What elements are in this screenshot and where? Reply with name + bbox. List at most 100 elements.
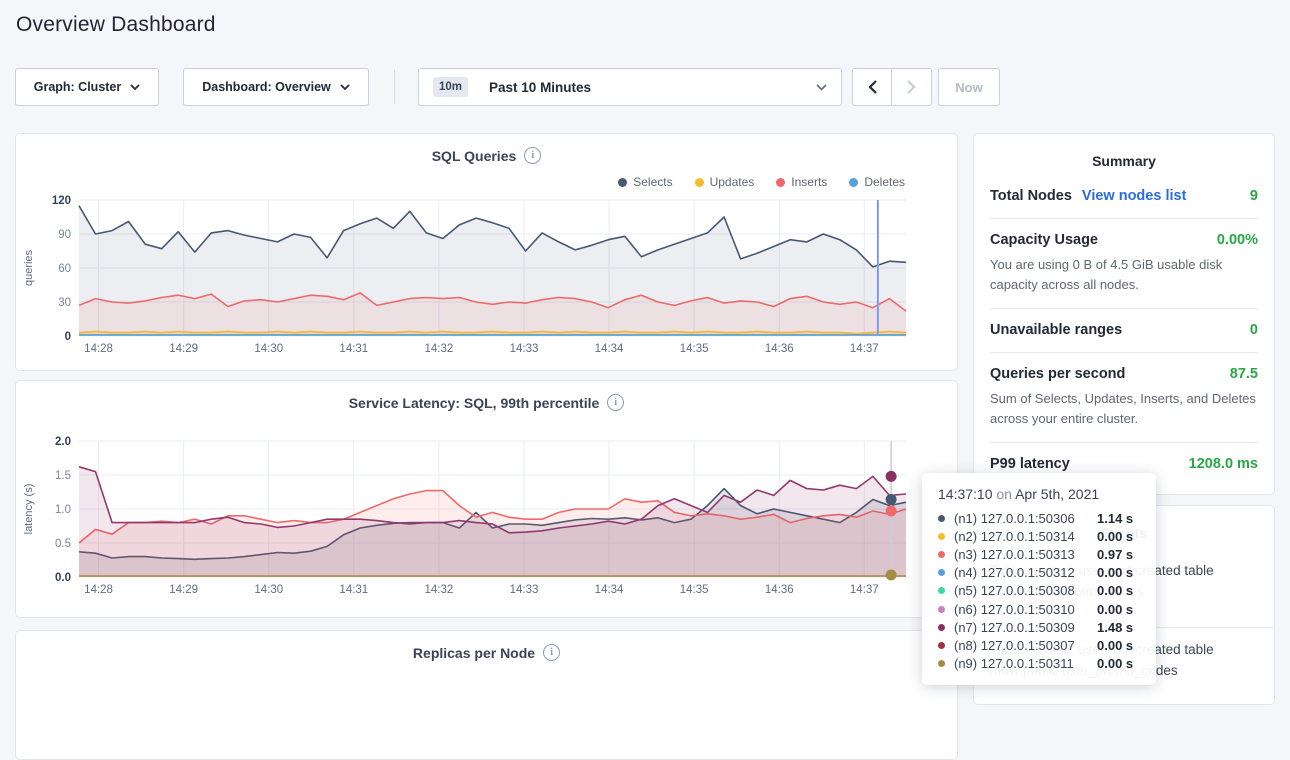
info-icon[interactable]: i: [607, 394, 624, 411]
tooltip-date: Apr 5th, 2021: [1015, 486, 1099, 502]
series-dot: [938, 660, 945, 667]
time-range-picker[interactable]: 10m Past 10 Minutes: [418, 68, 842, 106]
node-address: (n9) 127.0.0.1:50311: [954, 656, 1097, 671]
service-latency-chart[interactable]: 0.00.51.01.52.014:2814:2914:3014:3114:32…: [16, 433, 957, 601]
now-button[interactable]: Now: [938, 68, 1000, 106]
x-axis-label: 14:29: [169, 584, 198, 596]
summary-label: Capacity Usage: [990, 232, 1098, 248]
tooltip-row: (n9) 127.0.0.1:503110.00 s: [938, 655, 1142, 673]
latency-value: 0.00 s: [1097, 638, 1133, 653]
node-address: (n7) 127.0.0.1:50309: [954, 620, 1097, 635]
legend-item: Deletes: [849, 175, 905, 189]
chart-title: SQL Queries: [432, 148, 517, 164]
x-axis-label: 14:28: [84, 343, 113, 355]
y-axis-title: queries: [23, 249, 35, 286]
info-icon[interactable]: i: [543, 644, 560, 661]
graph-dropdown-label: Graph: Cluster: [34, 80, 122, 94]
legend-dot: [776, 178, 785, 187]
latency-value: 1.14 s: [1097, 511, 1133, 526]
summary-row-total-nodes: Total Nodes View nodes list 9: [990, 175, 1258, 219]
x-axis-label: 14:37: [850, 343, 879, 355]
legend-item: Inserts: [776, 175, 827, 189]
summary-value: 1208.0 ms: [1189, 456, 1258, 472]
summary-label: Queries per second: [990, 366, 1125, 382]
x-axis-label: 14:36: [765, 343, 794, 355]
y-axis-label: 1.0: [55, 504, 71, 516]
graph-dropdown[interactable]: Graph: Cluster: [15, 68, 159, 106]
dashboard-dropdown[interactable]: Dashboard: Overview: [183, 68, 369, 106]
hover-tooltip: 14:37:10 on Apr 5th, 2021 (n1) 127.0.0.1…: [922, 473, 1156, 685]
latency-value: 0.00 s: [1097, 529, 1133, 544]
summary-value: 9: [1250, 188, 1258, 204]
x-axis-label: 14:34: [595, 343, 624, 355]
legend-dot: [695, 178, 704, 187]
summary-label: P99 latency: [990, 456, 1070, 472]
x-axis-label: 14:30: [254, 343, 283, 355]
prev-time-button[interactable]: [852, 68, 892, 106]
y-axis-label: 0.5: [55, 538, 71, 550]
info-icon[interactable]: i: [524, 147, 541, 164]
chevron-right-icon: [907, 80, 916, 94]
x-axis-label: 14:37: [850, 584, 879, 596]
y-axis-label: 2.0: [55, 436, 71, 448]
legend-dot: [849, 178, 858, 187]
y-axis-label: 0.0: [55, 572, 71, 584]
service-latency-chart-card: Service Latency: SQL, 99th percentile i …: [15, 380, 958, 618]
node-address: (n3) 127.0.0.1:50313: [954, 547, 1097, 562]
latency-value: 1.48 s: [1097, 620, 1133, 635]
summary-row-unavailable: Unavailable ranges 0: [990, 309, 1258, 353]
summary-label: Unavailable ranges: [990, 322, 1122, 338]
series-dot: [938, 624, 945, 631]
chevron-left-icon: [868, 80, 877, 94]
y-axis-label: 120: [52, 195, 71, 207]
latency-value: 0.00 s: [1097, 583, 1133, 598]
x-axis-label: 14:36: [765, 584, 794, 596]
legend-dot: [618, 178, 627, 187]
tooltip-row: (n3) 127.0.0.1:503130.97 s: [938, 545, 1142, 563]
y-axis-label: 60: [58, 263, 71, 275]
tooltip-row: (n8) 127.0.0.1:503070.00 s: [938, 636, 1142, 654]
time-range-label: Past 10 Minutes: [489, 80, 807, 95]
series-dot: [938, 533, 945, 540]
tooltip-row: (n2) 127.0.0.1:503140.00 s: [938, 527, 1142, 545]
series-dot: [938, 569, 945, 576]
node-address: (n4) 127.0.0.1:50312: [954, 565, 1097, 580]
y-axis-label: 0: [65, 331, 71, 343]
latency-value: 0.00 s: [1097, 565, 1133, 580]
series-dot: [938, 515, 945, 522]
legend-item: Updates: [695, 175, 755, 189]
chart-title: Service Latency: SQL, 99th percentile: [349, 395, 600, 411]
summary-value: 0.00%: [1217, 232, 1258, 248]
y-axis-label: 1.5: [55, 470, 71, 482]
summary-value: 0: [1250, 322, 1258, 338]
controls-divider: [394, 70, 395, 104]
replicas-per-node-chart-card: Replicas per Node i: [15, 630, 958, 760]
hover-dot: [886, 506, 897, 517]
sql-queries-chart[interactable]: 030609012014:2814:2914:3014:3114:3214:33…: [16, 192, 957, 360]
latency-value: 0.97 s: [1097, 547, 1133, 562]
x-axis-label: 14:29: [169, 343, 198, 355]
summary-heading: Summary: [974, 134, 1274, 169]
x-axis-label: 14:31: [339, 584, 368, 596]
y-axis-label: 90: [58, 229, 71, 241]
y-axis-label: 30: [58, 297, 71, 309]
summary-row-capacity: Capacity Usage 0.00% You are using 0 B o…: [990, 219, 1258, 309]
view-nodes-list-link[interactable]: View nodes list: [1082, 188, 1187, 204]
latency-value: 0.00 s: [1097, 602, 1133, 617]
tooltip-row: (n1) 127.0.0.1:503061.14 s: [938, 509, 1142, 527]
x-axis-label: 14:30: [254, 584, 283, 596]
node-address: (n5) 127.0.0.1:50308: [954, 583, 1097, 598]
chart-legend: Selects Updates Inserts Deletes: [618, 175, 905, 189]
sql-queries-chart-card: SQL Queries i Selects Updates Inserts Delet…: [15, 133, 958, 371]
x-axis-label: 14:35: [680, 584, 709, 596]
x-axis-label: 14:33: [510, 584, 539, 596]
hover-dot: [886, 569, 897, 580]
next-time-button[interactable]: [892, 68, 932, 106]
node-address: (n2) 127.0.0.1:50314: [954, 529, 1097, 544]
legend-item: Selects: [618, 175, 672, 189]
summary-panel: Summary Total Nodes View nodes list 9 Ca…: [973, 133, 1275, 495]
summary-subtext: You are using 0 B of 4.5 GiB usable disk…: [990, 255, 1258, 294]
summary-value: 87.5: [1230, 366, 1258, 382]
chart-title: Replicas per Node: [413, 645, 535, 661]
page-title: Overview Dashboard: [16, 13, 216, 37]
